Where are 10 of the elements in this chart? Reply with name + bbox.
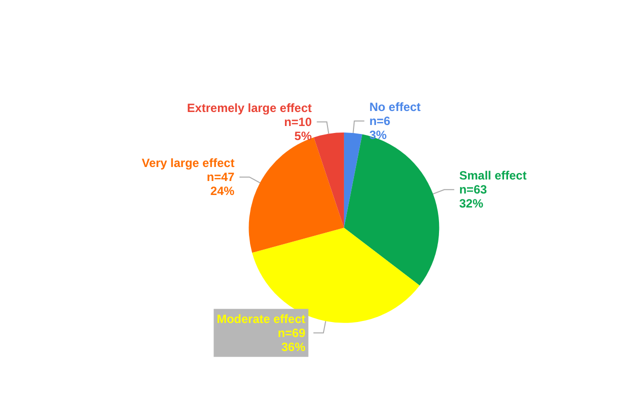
data-label: n=63 32% [459,182,488,211]
data-label: n=69 36% [278,326,306,354]
slice-label: Very large effect [142,156,234,170]
slice-label: Extremely large effect [187,100,312,115]
slice-label: Small effect [459,168,527,183]
data-label: n=10 5% [284,114,312,143]
slice-label: Moderate effect [216,312,306,326]
data-label: n=47 24% [206,170,235,198]
slice-label: No effect [369,100,421,114]
data-label: n=6 3% [369,114,391,142]
